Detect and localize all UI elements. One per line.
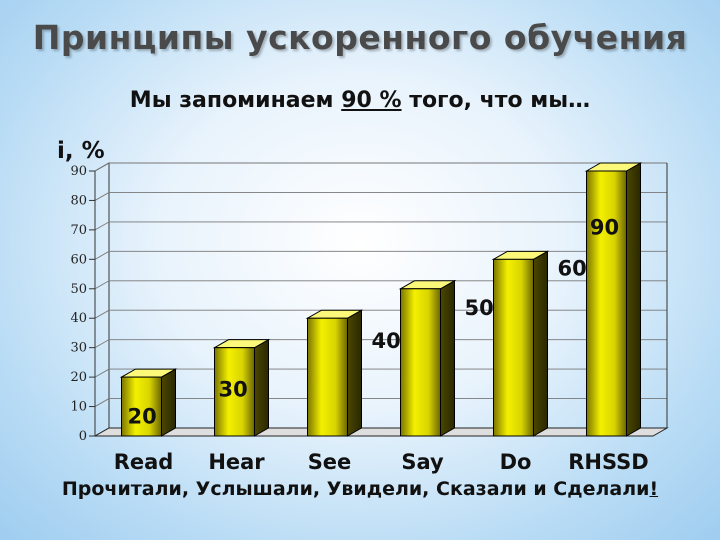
data-label: 50 — [465, 296, 494, 320]
bar — [400, 288, 441, 437]
gridline — [94, 309, 667, 319]
data-label: 40 — [372, 329, 401, 353]
gridline — [94, 250, 667, 260]
gridline — [94, 191, 667, 201]
bar-side — [626, 162, 641, 437]
y-tick-label: 0 — [79, 429, 87, 444]
bar — [307, 317, 348, 437]
bar-side — [254, 338, 269, 437]
gridline — [94, 280, 667, 290]
category-label: RHSSD — [568, 450, 648, 474]
y-tick-label: 30 — [70, 341, 87, 356]
gridline — [94, 162, 667, 172]
gridline — [94, 221, 667, 231]
footer-caption: Прочитали, Услышали, Увидели, Сказали и … — [0, 478, 720, 500]
slide-title: Принципы ускоренного обучения — [32, 18, 688, 57]
y-tick-label: 10 — [70, 400, 87, 415]
gridline — [94, 368, 667, 378]
bar — [586, 170, 627, 437]
y-axis-label: i, % — [57, 138, 105, 164]
footer-text: Прочитали, Услышали, Увидели, Сказали и … — [61, 478, 650, 500]
subtitle-highlight: 90 % — [341, 88, 402, 113]
y-tick-label: 80 — [70, 193, 87, 208]
bar — [121, 376, 162, 437]
bar — [214, 347, 255, 437]
subtitle-lead: Мы запоминаем — [129, 88, 342, 113]
plot-area: 0 10 20 30 40 50 60 70 80 90 20 Read 30 Hear 40 See 50 Sa… — [70, 162, 669, 474]
subtitle-tail: того, что мы… — [401, 88, 591, 113]
data-label: 20 — [128, 405, 157, 429]
floor — [93, 427, 669, 437]
y-tick-label: 20 — [70, 370, 87, 385]
data-label: 30 — [219, 377, 248, 401]
slide-subtitle: Мы запоминаем 90 % того, что мы… — [0, 88, 720, 113]
y-tick-label: 70 — [70, 223, 87, 238]
bar-side — [347, 309, 362, 437]
y-tick-label: 90 — [70, 164, 87, 179]
category-label: Read — [114, 450, 174, 474]
bar-side — [161, 368, 176, 437]
gridline — [94, 398, 667, 407]
y-tick-label: 40 — [70, 311, 87, 326]
bar — [493, 258, 534, 437]
category-label: Do — [500, 450, 532, 474]
bar-side — [440, 279, 455, 437]
category-label: See — [308, 450, 352, 474]
y-tick-label: 60 — [70, 252, 87, 267]
side-wall — [94, 162, 110, 437]
footer-mark: ! — [649, 478, 659, 500]
data-label: 60 — [558, 256, 587, 280]
data-label: 90 — [590, 216, 619, 240]
y-tick-label: 50 — [70, 282, 87, 297]
category-label: Hear — [208, 450, 265, 474]
category-label: Say — [401, 450, 444, 474]
bar-side — [533, 250, 548, 437]
gridline — [94, 339, 667, 349]
